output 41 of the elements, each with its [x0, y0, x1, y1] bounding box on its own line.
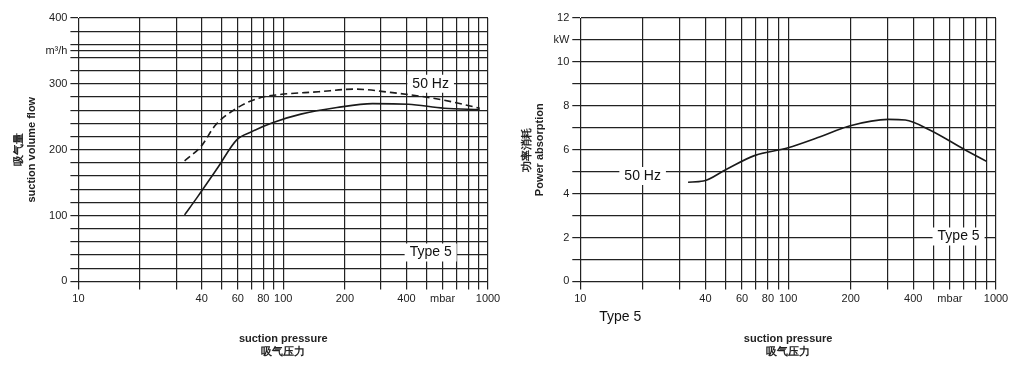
y-tick-label: 12 [557, 11, 570, 24]
x-tick-label: mbar [430, 292, 456, 305]
y-tick-label: 8 [563, 98, 570, 111]
y-axis-title: 功率消耗 Power absorption [519, 102, 545, 197]
x-tick-label: 200 [841, 292, 860, 305]
x-tick-label: 40 [195, 292, 208, 305]
y-tick-label: m³/h [45, 43, 68, 56]
annotation: Type 5 [409, 243, 452, 260]
x-tick-label: 40 [699, 292, 712, 305]
y-axis-title: 吸气量 suction volume flow [11, 96, 37, 203]
y-tick-label: 4 [563, 186, 570, 199]
x-tick-label: mbar [937, 292, 963, 305]
x-tick-label: 60 [735, 292, 749, 305]
x-tick-label: 200 [335, 292, 355, 305]
x-axis-title: suction pressure 吸气压力 [743, 332, 833, 358]
x-tick-label: 400 [904, 292, 923, 305]
y-tick-label: kW [553, 32, 570, 45]
x-tick-label: 80 [761, 292, 775, 305]
x-tick-label: 60 [231, 292, 244, 305]
y-tick-label: 0 [563, 274, 570, 287]
annotation: 50 Hz [412, 74, 449, 91]
y-tick-label: 400 [49, 11, 68, 24]
x-tick-label: 400 [397, 292, 416, 305]
y-tick-label: 6 [563, 142, 570, 155]
y-tick-label: 0 [61, 274, 68, 287]
x-tick-label: 100 [274, 292, 293, 305]
x-tick-label: 10 [72, 292, 85, 305]
x-tick-label: 1000 [983, 292, 1009, 305]
y-tick-label: 100 [49, 208, 68, 221]
x-tick-label: 80 [257, 292, 270, 305]
y-tick-label: 300 [49, 76, 68, 89]
y-tick-label: 200 [49, 142, 68, 155]
y-tick-label: 2 [563, 230, 570, 243]
y-tick-label: 10 [557, 54, 570, 67]
annotation: Type 5 [937, 227, 980, 244]
annotation: 50 Hz [624, 166, 661, 183]
x-axis-title: suction pressure 吸气压力 [238, 332, 328, 358]
x-tick-label: 100 [778, 292, 798, 305]
x-tick-label: 1000 [475, 292, 501, 305]
x-tick-label: 10 [574, 292, 587, 305]
text: Type 5 [599, 308, 642, 325]
